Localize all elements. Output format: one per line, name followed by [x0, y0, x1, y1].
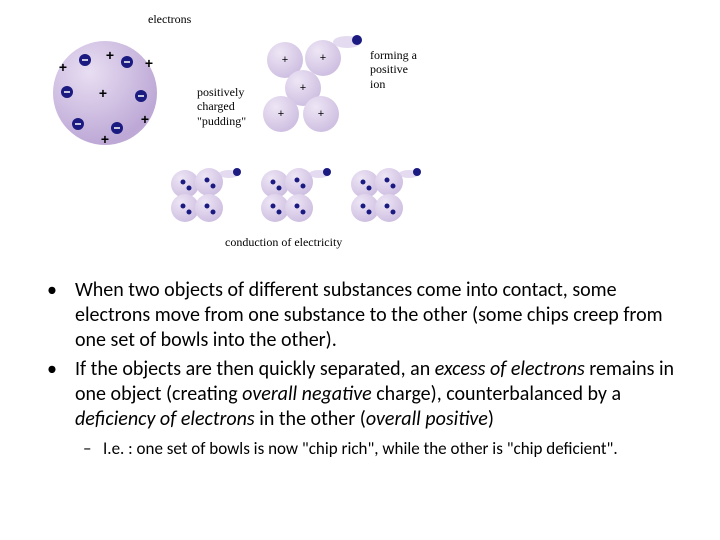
svg-text:+: + — [320, 52, 326, 64]
label-electrons: electrons — [148, 12, 191, 26]
bullet-2-def: deficiency of electrons — [75, 407, 255, 431]
svg-text:+: + — [99, 85, 107, 101]
svg-text:+: + — [106, 47, 114, 63]
bullet-2-neg: overall negative — [242, 382, 372, 406]
sub-bullet-1-text: I.e. : one set of bowls is now "chip ric… — [103, 438, 618, 459]
svg-text:+: + — [141, 111, 149, 127]
svg-text:+: + — [278, 108, 284, 120]
label-forming-ion: forming a positive ion — [370, 48, 417, 91]
svg-text:+: + — [300, 82, 306, 94]
diagram-area: + + + + + + electrons positively charged… — [45, 10, 545, 260]
bullet-2: If the objects are then quickly separate… — [35, 357, 685, 459]
conduction-row — [165, 160, 485, 230]
big-atom: + + + + + + — [45, 28, 175, 158]
bullet-2-excess: excess of electrons — [435, 357, 585, 381]
bullet-1-text: When two objects of different substances… — [75, 278, 663, 352]
bullet-2-pre: If the objects are then quickly separate… — [75, 357, 435, 381]
svg-text:+: + — [318, 108, 324, 120]
svg-text:+: + — [282, 54, 288, 66]
sub-bullet-1: I.e. : one set of bowls is now "chip ric… — [75, 438, 685, 459]
svg-text:+: + — [101, 131, 109, 147]
bullet-list: When two objects of different substances… — [35, 278, 685, 463]
ion-cluster: + + + + + — [257, 32, 377, 152]
bullet-2-pos: overall positive — [366, 407, 488, 431]
label-conduction: conduction of electricity — [225, 235, 342, 249]
svg-text:+: + — [145, 55, 153, 71]
bullet-2-mid2: charge), counterbalanced by a — [372, 382, 621, 406]
bullet-1: When two objects of different substances… — [35, 278, 685, 353]
svg-text:+: + — [59, 59, 67, 75]
bullet-2-end: ) — [488, 407, 494, 431]
bullet-2-mid3: in the other ( — [255, 407, 366, 431]
label-pudding: positively charged "pudding" — [197, 85, 246, 128]
